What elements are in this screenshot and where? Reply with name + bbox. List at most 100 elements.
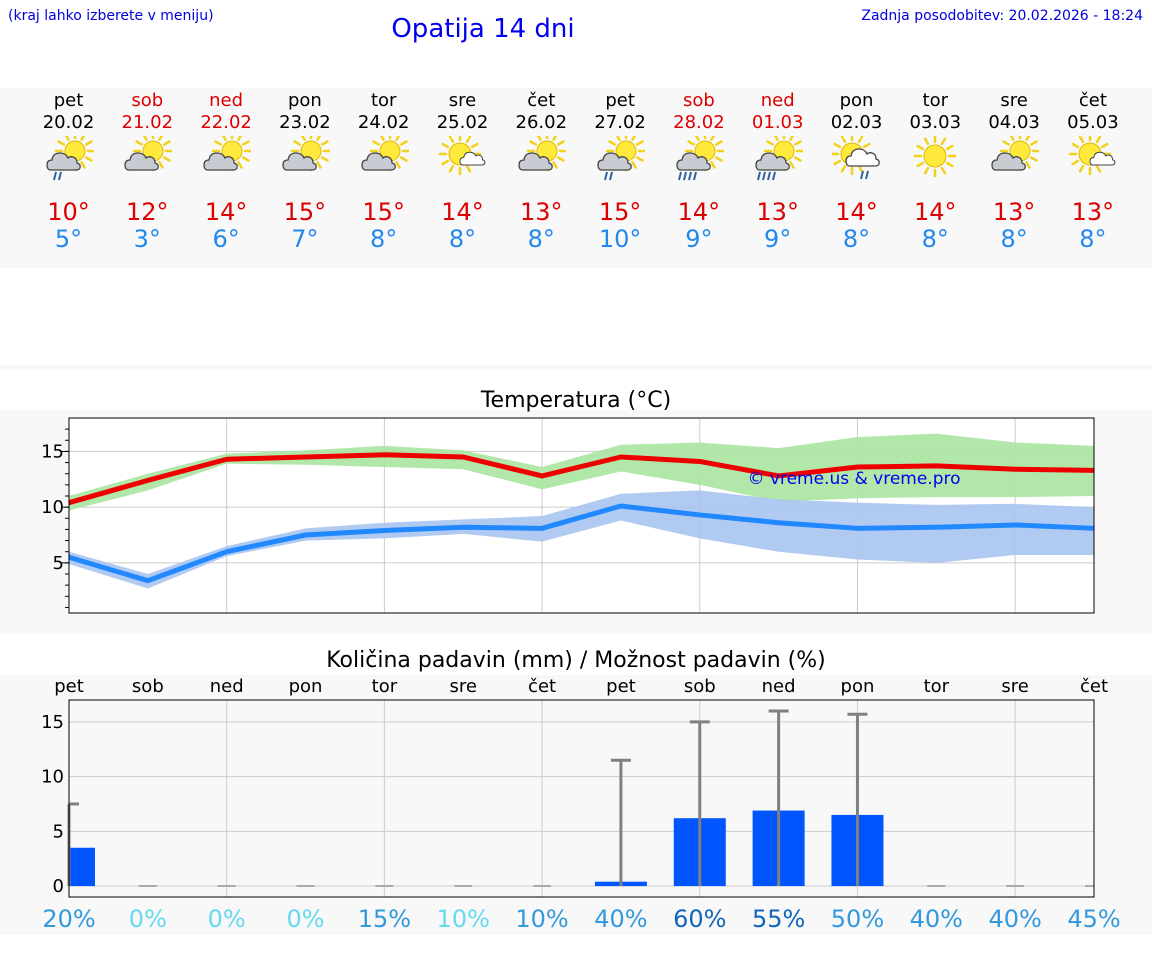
day-column: pet 20.02 10° 5°	[29, 88, 109, 268]
cloud-body	[459, 151, 485, 166]
sun-ray	[694, 136, 700, 141]
sun-ray	[916, 144, 925, 151]
sun-ray	[840, 136, 846, 144]
forecast-days: pet 20.02 10° 5° sob 21.02 12° 3° ned 22.02 14° 6° p…	[0, 88, 1152, 268]
sun-ray	[465, 136, 471, 144]
sun-ray	[394, 161, 401, 169]
sun-ray	[1030, 140, 1038, 146]
rain-drop	[692, 171, 697, 181]
sun-ray	[242, 140, 250, 146]
sun-ray	[773, 136, 779, 141]
temp-min: 10°	[598, 225, 642, 253]
day-date: 28.02	[673, 112, 725, 133]
category-label: čet	[528, 676, 556, 697]
sun-ray	[237, 136, 243, 141]
temp-max: 15°	[283, 198, 327, 226]
partly-cloudy-icon	[203, 136, 252, 172]
day-date: 01.03	[751, 112, 804, 133]
y-tick-label: 5	[53, 821, 64, 842]
day-date: 25.02	[436, 112, 489, 133]
day-column: pon 02.03 14° 8°	[817, 88, 897, 268]
page-title: Opatija 14 dni	[391, 14, 575, 44]
partly-cloudy-rain-icon	[755, 136, 803, 181]
location-hint[interactable]: (kraj lahko izberete v meniju)	[8, 8, 214, 24]
day-date: 04.03	[988, 112, 1040, 133]
temp-min: 6°	[212, 225, 240, 253]
day-column: sre 25.02 14° 8°	[423, 88, 503, 268]
category-label: pon	[289, 676, 323, 697]
temp-min: 7°	[291, 225, 319, 253]
day-column: sob 28.02 14° 9°	[659, 88, 739, 268]
day-column: sre 04.03 13° 8°	[974, 88, 1054, 268]
category-label: pet	[606, 676, 636, 697]
sun-ray	[84, 156, 93, 162]
day-name: tor	[922, 90, 949, 111]
day-name: sob	[682, 90, 715, 111]
sun-ray	[552, 136, 558, 141]
sun-ray	[765, 140, 774, 146]
precip-chance: 55%	[752, 905, 805, 933]
category-label: ned	[210, 676, 244, 697]
sun-ray	[941, 137, 947, 146]
sun-ray	[916, 161, 925, 168]
sun-ray	[636, 156, 644, 162]
precip-chance: 45%	[1067, 905, 1120, 933]
rain-drop	[761, 171, 766, 181]
sun-ray	[214, 140, 223, 146]
temp-min: 8°	[448, 225, 477, 253]
y-tick-label: 0	[53, 876, 64, 897]
temp-min: 8°	[921, 225, 949, 253]
sun-cloud-drizzle-icon	[831, 136, 880, 180]
temp-max: 13°	[756, 198, 799, 226]
precip-chance: 60%	[673, 905, 726, 933]
max-temperature-line	[68, 452, 1095, 506]
sun-ray	[1071, 159, 1080, 166]
temp-min: 8°	[1079, 225, 1107, 253]
cloud-shape	[361, 152, 396, 171]
temp-max: 14°	[914, 198, 957, 226]
sun-ray	[832, 142, 841, 149]
day-column: pet 27.02 15° 10°	[580, 88, 660, 268]
temp-max: 13°	[520, 198, 563, 226]
sun-ray	[316, 161, 322, 169]
sun-ray	[1078, 136, 1085, 144]
sun-ray	[557, 156, 566, 162]
plot-frame	[68, 417, 1095, 614]
temp-max: 14°	[204, 198, 248, 226]
precipitation-chart-title: Količina padavin (mm) / Možnost padavin …	[326, 648, 826, 673]
day-date: 03.03	[909, 112, 962, 133]
sun-ray	[862, 142, 871, 149]
cloud-body	[45, 152, 81, 171]
day-column: tor 24.02 15° 8°	[344, 88, 424, 268]
day-date: 20.02	[42, 112, 95, 133]
sun-ray	[636, 140, 644, 146]
sun-ray	[1078, 164, 1085, 173]
sun-ray	[840, 164, 846, 173]
sun-ray	[320, 156, 329, 162]
day-date: 26.02	[515, 112, 568, 133]
day-name: pet	[53, 90, 84, 111]
y-tick-label: 10	[41, 767, 64, 788]
sun-ray	[832, 159, 841, 166]
divider	[0, 365, 1152, 370]
cloud-shape	[45, 152, 81, 171]
temperature-chart-title: Temperatura (°C)	[480, 388, 672, 413]
y-tick-label: 15	[41, 441, 64, 462]
sun-ray	[448, 136, 454, 144]
sun-ray	[448, 164, 454, 173]
sun-ray	[1030, 156, 1038, 162]
precip-chance: 50%	[831, 905, 884, 933]
category-label: sob	[132, 676, 164, 697]
max-range-band	[69, 433, 1094, 511]
partly-cloudy-icon	[991, 136, 1040, 172]
sun-ray	[394, 136, 400, 141]
sun-ray	[440, 159, 449, 166]
precip-bar	[69, 847, 95, 887]
day-date: 05.03	[1067, 112, 1119, 133]
category-label: čet	[1080, 676, 1108, 697]
sun-ray	[79, 136, 85, 141]
sun-shape	[527, 136, 567, 172]
sun-ray	[242, 156, 250, 162]
sun-ray	[320, 140, 329, 146]
last-updated: Zadnja posodobitev: 20.02.2026 - 18:24	[861, 8, 1143, 24]
